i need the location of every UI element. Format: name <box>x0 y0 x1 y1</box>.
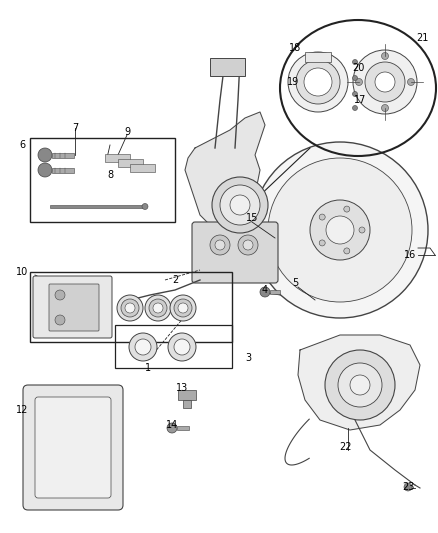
Circle shape <box>350 375 370 395</box>
Bar <box>115 325 232 368</box>
Circle shape <box>55 290 65 300</box>
Circle shape <box>167 423 177 433</box>
Circle shape <box>260 287 270 297</box>
Circle shape <box>353 76 357 80</box>
Bar <box>52 152 74 157</box>
Bar <box>50 205 145 208</box>
Circle shape <box>353 106 357 110</box>
Circle shape <box>381 52 389 60</box>
Bar <box>118 159 143 167</box>
Bar <box>305 52 331 62</box>
Circle shape <box>325 350 395 420</box>
Circle shape <box>238 235 258 255</box>
Circle shape <box>121 299 139 317</box>
Text: 4: 4 <box>262 285 268 295</box>
Circle shape <box>215 240 225 250</box>
Circle shape <box>365 62 405 102</box>
Circle shape <box>344 248 350 254</box>
Text: 1: 1 <box>145 363 151 373</box>
Circle shape <box>310 200 370 260</box>
Text: 5: 5 <box>292 278 298 288</box>
Text: 16: 16 <box>404 250 416 260</box>
Bar <box>30 272 232 342</box>
Bar <box>210 58 245 76</box>
Circle shape <box>170 295 196 321</box>
Text: 2: 2 <box>172 275 178 285</box>
Text: 12: 12 <box>16 405 28 415</box>
Text: 20: 20 <box>352 63 364 73</box>
Circle shape <box>125 303 135 313</box>
Circle shape <box>296 60 340 104</box>
Circle shape <box>38 163 52 177</box>
Polygon shape <box>185 112 265 225</box>
Bar <box>130 164 155 172</box>
Circle shape <box>407 78 414 85</box>
Circle shape <box>55 315 65 325</box>
Circle shape <box>38 148 52 162</box>
Bar <box>177 426 189 430</box>
Circle shape <box>117 295 143 321</box>
Circle shape <box>356 78 363 85</box>
Text: 6: 6 <box>19 140 25 150</box>
Circle shape <box>135 339 151 355</box>
Circle shape <box>304 68 332 96</box>
Text: 3: 3 <box>245 353 251 363</box>
Text: 22: 22 <box>339 442 351 452</box>
Text: 23: 23 <box>402 482 414 492</box>
Circle shape <box>129 333 157 361</box>
FancyBboxPatch shape <box>33 276 112 338</box>
Circle shape <box>145 295 171 321</box>
Circle shape <box>142 204 148 209</box>
FancyBboxPatch shape <box>49 284 99 331</box>
Circle shape <box>230 195 250 215</box>
Bar <box>30 138 175 222</box>
Polygon shape <box>298 335 420 430</box>
Circle shape <box>375 72 395 92</box>
Circle shape <box>326 216 354 244</box>
Bar <box>183 400 191 408</box>
Text: 13: 13 <box>176 383 188 393</box>
Circle shape <box>288 52 348 112</box>
Circle shape <box>174 339 190 355</box>
Text: 21: 21 <box>416 33 428 43</box>
Circle shape <box>252 142 428 318</box>
Circle shape <box>319 240 325 246</box>
Circle shape <box>168 333 196 361</box>
Text: 15: 15 <box>246 213 258 223</box>
Circle shape <box>319 214 325 220</box>
Circle shape <box>212 177 268 233</box>
Circle shape <box>381 104 389 111</box>
Circle shape <box>359 227 365 233</box>
Circle shape <box>344 206 350 212</box>
Bar <box>178 390 196 400</box>
FancyBboxPatch shape <box>192 222 278 283</box>
Circle shape <box>149 299 167 317</box>
Circle shape <box>404 483 412 491</box>
Text: 14: 14 <box>166 420 178 430</box>
Text: 9: 9 <box>124 127 130 137</box>
Circle shape <box>268 158 412 302</box>
Circle shape <box>220 185 260 225</box>
Bar <box>52 167 74 173</box>
Text: 19: 19 <box>287 77 299 87</box>
Text: 7: 7 <box>72 123 78 133</box>
Text: 10: 10 <box>16 267 28 277</box>
Bar <box>105 154 130 162</box>
Circle shape <box>174 299 192 317</box>
Circle shape <box>353 92 357 96</box>
Circle shape <box>178 303 188 313</box>
Circle shape <box>353 60 357 64</box>
FancyBboxPatch shape <box>23 385 123 510</box>
Text: 18: 18 <box>289 43 301 53</box>
Circle shape <box>338 363 382 407</box>
Circle shape <box>153 303 163 313</box>
Circle shape <box>210 235 230 255</box>
FancyBboxPatch shape <box>35 397 111 498</box>
Circle shape <box>243 240 253 250</box>
Bar <box>270 290 280 294</box>
Text: 17: 17 <box>354 95 366 105</box>
Circle shape <box>353 50 417 114</box>
Text: 8: 8 <box>107 170 113 180</box>
